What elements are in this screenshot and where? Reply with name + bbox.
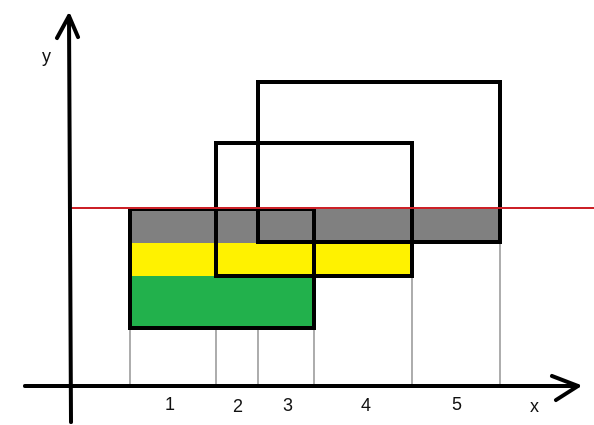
rectangle-outline-2 [214, 141, 414, 278]
interval-label-1: 1 [165, 394, 175, 414]
x-axis-arrow [550, 374, 580, 402]
interval-label-5: 5 [452, 394, 462, 414]
rectangle-outline-3 [256, 80, 502, 244]
interval-label-2: 2 [233, 396, 243, 416]
green-band [130, 276, 314, 328]
interval-label-3: 3 [283, 395, 293, 415]
y-axis-label: y [42, 46, 51, 66]
guide-lines [129, 243, 501, 384]
interval-label-4: 4 [361, 395, 371, 415]
x-axis-label: x [530, 396, 539, 416]
y-axis-arrow [55, 14, 80, 40]
y-axis [67, 14, 73, 424]
yellow-band [130, 243, 412, 276]
